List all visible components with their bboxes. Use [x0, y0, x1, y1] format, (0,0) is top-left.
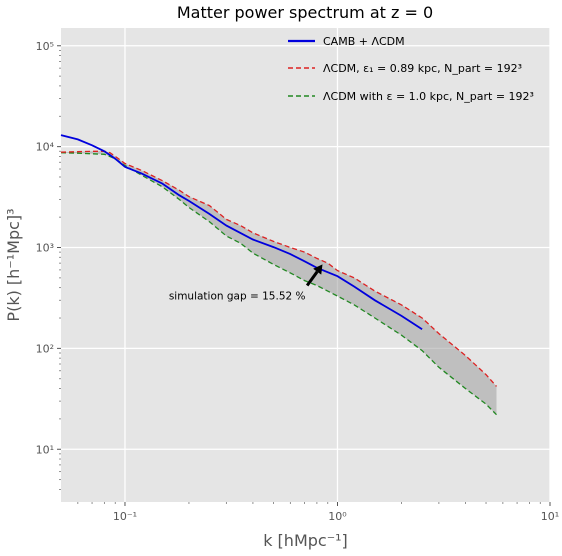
y-axis-ticks: 10¹ 10² 10³ 10⁴ 10⁵ [36, 40, 61, 456]
y-tick-label: 10¹ [36, 443, 54, 456]
legend: CAMB + ΛCDM ΛCDM, ε₁ = 0.89 kpc, N_part =… [288, 35, 534, 103]
y-tick-label: 10³ [36, 242, 54, 255]
annotation-arrowhead [313, 264, 323, 275]
x-tick-label: 10⁰ [328, 510, 347, 523]
legend-entry-label: CAMB + ΛCDM [323, 35, 405, 48]
grid-lines [61, 28, 551, 502]
y-tick-label: 10⁴ [36, 141, 55, 154]
annotation-arrow [305, 270, 319, 287]
legend-entry-label: ΛCDM, ε₁ = 0.89 kpc, N_part = 192³ [323, 62, 522, 75]
legend-entry-label: ΛCDM with ε = 1.0 kpc, N_part = 192³ [323, 90, 534, 103]
annotation-text: simulation gap = 15.52 % [169, 291, 306, 303]
x-axis-ticks: 10⁻¹ 10⁰ 10¹ [113, 502, 559, 523]
x-tick-label: 10¹ [541, 510, 559, 523]
y-axis-label: P(k) [h⁻¹Mpc]³ [4, 208, 23, 321]
y-tick-label: 10² [36, 342, 54, 355]
series-line-0 [60, 134, 423, 330]
gap-annotation: simulation gap = 15.52 % [169, 264, 323, 303]
series-layer [60, 134, 497, 416]
x-tick-label: 10⁻¹ [113, 510, 137, 523]
minor-ticks [59, 49, 541, 504]
x-axis-label: k [hMpc⁻¹] [263, 531, 348, 550]
chart-title: Matter power spectrum at z = 0 [177, 3, 433, 22]
series-line-1 [60, 150, 497, 387]
y-tick-label: 10⁵ [36, 40, 54, 53]
